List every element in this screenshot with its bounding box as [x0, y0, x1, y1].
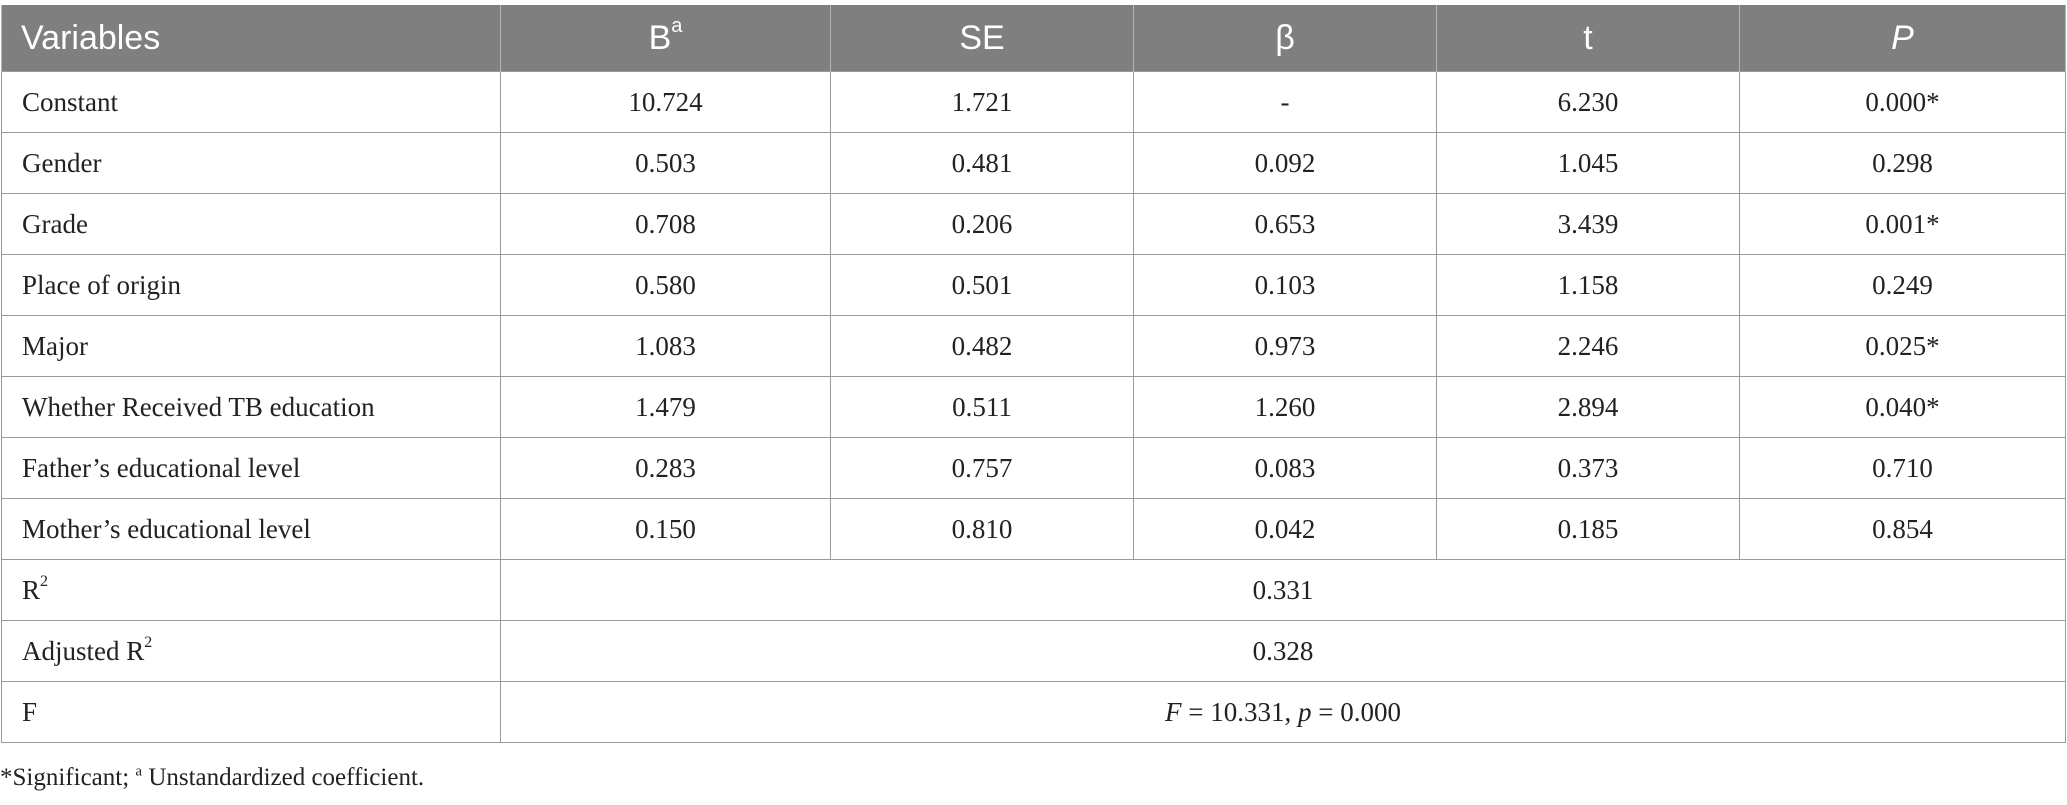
table-header: Variables Ba SE β t P: [1, 5, 2066, 72]
table-row: Grade 0.708 0.206 0.653 3.439 0.001*: [1, 193, 2066, 255]
footnote-significant: *Significant;: [0, 764, 136, 791]
row-t: 2.246: [1436, 315, 1740, 377]
row-p: 0.000*: [1739, 71, 2066, 133]
f-stat-value: = 10.331,: [1181, 696, 1298, 727]
adjusted-r2-label: Adjusted R2: [1, 620, 501, 682]
row-b: 0.503: [500, 132, 831, 194]
row-b: 0.580: [500, 254, 831, 316]
row-b: 1.479: [500, 376, 831, 438]
row-t: 3.439: [1436, 193, 1740, 255]
regression-table-container: Variables Ba SE β t P Constant 10.724 1.…: [0, 5, 2067, 743]
summary-row-r2: R2 0.331: [1, 559, 2066, 621]
header-variables: Variables: [1, 5, 501, 72]
row-variable: Gender: [1, 132, 501, 194]
summary-row-adjusted-r2: Adjusted R2 0.328: [1, 620, 2066, 682]
f-stat-letter: F: [1165, 696, 1182, 727]
row-b: 10.724: [500, 71, 831, 133]
row-p: 0.710: [1739, 437, 2066, 499]
row-beta: -: [1133, 71, 1437, 133]
header-beta: β: [1133, 5, 1437, 72]
table-row: Father’s educational level 0.283 0.757 0…: [1, 437, 2066, 499]
row-beta: 0.083: [1133, 437, 1437, 499]
row-t: 0.373: [1436, 437, 1740, 499]
row-variable: Grade: [1, 193, 501, 255]
row-t: 1.158: [1436, 254, 1740, 316]
row-beta: 0.092: [1133, 132, 1437, 194]
row-se: 0.206: [830, 193, 1134, 255]
row-p: 0.001*: [1739, 193, 2066, 255]
row-beta: 0.653: [1133, 193, 1437, 255]
row-se: 0.511: [830, 376, 1134, 438]
row-variable: Place of origin: [1, 254, 501, 316]
row-variable: Mother’s educational level: [1, 498, 501, 560]
row-t: 2.894: [1436, 376, 1740, 438]
adjusted-r2-label-superscript: 2: [144, 633, 153, 651]
regression-table: Variables Ba SE β t P Constant 10.724 1.…: [1, 5, 2066, 743]
table-row: Major 1.083 0.482 0.973 2.246 0.025*: [1, 315, 2066, 377]
r2-value: 0.331: [500, 559, 2066, 621]
footnote-unstandardized: Unstandardized coefficient.: [142, 764, 425, 791]
row-se: 0.757: [830, 437, 1134, 499]
row-beta: 0.042: [1133, 498, 1437, 560]
r2-label-text: R: [22, 574, 41, 605]
table-row: Constant 10.724 1.721 - 6.230 0.000*: [1, 71, 2066, 133]
row-beta: 0.103: [1133, 254, 1437, 316]
f-p-value: = 0.000: [1311, 696, 1401, 727]
row-se: 0.482: [830, 315, 1134, 377]
adjusted-r2-value: 0.328: [500, 620, 2066, 682]
row-variable: Whether Received TB education: [1, 376, 501, 438]
row-b: 0.283: [500, 437, 831, 499]
table-row: Gender 0.503 0.481 0.092 1.045 0.298: [1, 132, 2066, 194]
row-se: 1.721: [830, 71, 1134, 133]
header-t: t: [1436, 5, 1740, 72]
row-t: 1.045: [1436, 132, 1740, 194]
row-t: 6.230: [1436, 71, 1740, 133]
table-footnote: *Significant; a Unstandardized coefficie…: [0, 764, 424, 792]
header-p: P: [1739, 5, 2066, 72]
f-statistic: F = 10.331, p = 0.000: [500, 681, 2066, 743]
row-variable: Constant: [1, 71, 501, 133]
row-se: 0.810: [830, 498, 1134, 560]
row-p: 0.025*: [1739, 315, 2066, 377]
r2-label: R2: [1, 559, 501, 621]
table-row: Mother’s educational level 0.150 0.810 0…: [1, 498, 2066, 560]
row-p: 0.854: [1739, 498, 2066, 560]
table-body: Constant 10.724 1.721 - 6.230 0.000* Gen…: [1, 71, 2066, 743]
row-se: 0.501: [830, 254, 1134, 316]
row-p: 0.298: [1739, 132, 2066, 194]
row-b: 1.083: [500, 315, 831, 377]
f-p-letter: p: [1298, 696, 1312, 727]
header-row: Variables Ba SE β t P: [1, 5, 2066, 72]
row-beta: 0.973: [1133, 315, 1437, 377]
header-b-text: B: [648, 18, 672, 57]
row-t: 0.185: [1436, 498, 1740, 560]
header-se: SE: [830, 5, 1134, 72]
row-p: 0.249: [1739, 254, 2066, 316]
footnote-superscript: a: [135, 763, 143, 780]
summary-row-f: F F = 10.331, p = 0.000: [1, 681, 2066, 743]
table-row: Whether Received TB education 1.479 0.51…: [1, 376, 2066, 438]
row-variable: Father’s educational level: [1, 437, 501, 499]
row-b: 0.708: [500, 193, 831, 255]
r2-label-superscript: 2: [40, 572, 49, 590]
row-b: 0.150: [500, 498, 831, 560]
header-b-superscript: a: [671, 15, 683, 38]
row-beta: 1.260: [1133, 376, 1437, 438]
table-row: Place of origin 0.580 0.501 0.103 1.158 …: [1, 254, 2066, 316]
row-se: 0.481: [830, 132, 1134, 194]
f-label: F: [1, 681, 501, 743]
header-p-text: P: [1891, 18, 1914, 57]
row-p: 0.040*: [1739, 376, 2066, 438]
header-b: Ba: [500, 5, 831, 72]
row-variable: Major: [1, 315, 501, 377]
adjusted-r2-label-text: Adjusted R: [22, 635, 145, 666]
